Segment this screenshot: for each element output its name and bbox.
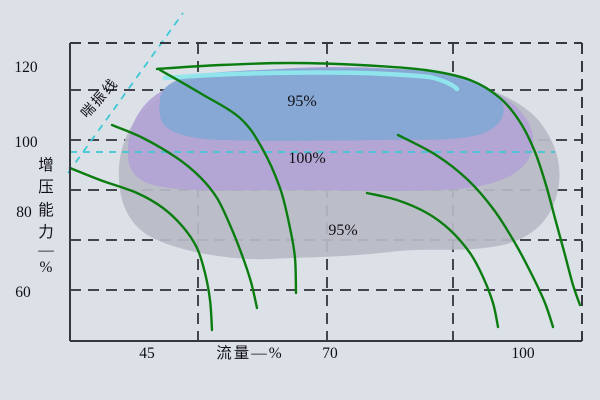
- contour-label-95-outer: 95%: [328, 222, 357, 239]
- x-tick-100: 100: [511, 345, 535, 362]
- reference-lines: [67, 12, 555, 174]
- svg-text:增: 增: [38, 156, 54, 174]
- region-top-edge-highlight: [162, 70, 460, 92]
- speed-line: [68, 166, 214, 332]
- labels: 120 100 80 60 增 压 能 力 — % 45 流量—% 70 100…: [14, 59, 535, 362]
- y-tick-60: 60: [15, 284, 31, 301]
- surge-line-label: 喘振线: [77, 74, 122, 121]
- speed-line: [110, 123, 259, 310]
- x-tick-45: 45: [139, 345, 155, 362]
- y-axis-title: 增 压 能 力 — %: [37, 156, 54, 276]
- x-axis-title: 流量—%: [216, 344, 283, 362]
- svg-text:%: %: [40, 259, 53, 276]
- surge-line: [67, 12, 184, 174]
- speed-line: [365, 191, 500, 329]
- y-tick-100: 100: [14, 134, 38, 151]
- svg-text:压: 压: [38, 179, 54, 196]
- plot-frame: [69, 42, 583, 342]
- contour-label-95-top: 95%: [287, 93, 316, 110]
- speed-line: [155, 61, 582, 307]
- region-95-top: [159, 68, 504, 141]
- svg-text:能: 能: [38, 201, 54, 219]
- efficiency-regions: [118, 66, 560, 260]
- contour-label-100: 100%: [288, 150, 325, 167]
- speed-line: [396, 133, 555, 329]
- y-tick-80: 80: [16, 204, 32, 221]
- x-tick-70: 70: [322, 345, 338, 362]
- y-tick-120: 120: [14, 59, 38, 76]
- speed-lines: [68, 61, 582, 332]
- svg-text:—: —: [37, 242, 54, 259]
- speed-line: [158, 68, 298, 295]
- svg-text:力: 力: [38, 223, 54, 241]
